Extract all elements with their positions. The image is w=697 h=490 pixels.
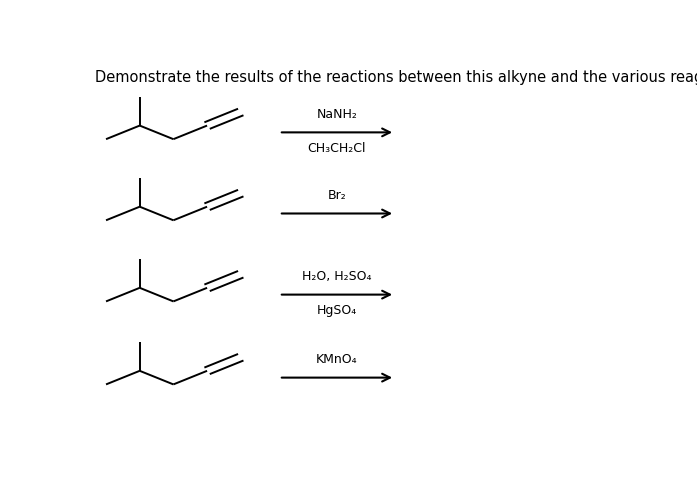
Text: KMnO₄: KMnO₄ [316, 353, 358, 367]
Text: Demonstrate the results of the reactions between this alkyne and the various rea: Demonstrate the results of the reactions… [95, 70, 697, 85]
Text: Br₂: Br₂ [328, 189, 346, 202]
Text: H₂O, H₂SO₄: H₂O, H₂SO₄ [302, 270, 372, 283]
Text: HgSO₄: HgSO₄ [317, 304, 357, 317]
Text: CH₃CH₂Cl: CH₃CH₂Cl [307, 142, 366, 155]
Text: NaNH₂: NaNH₂ [316, 108, 358, 121]
